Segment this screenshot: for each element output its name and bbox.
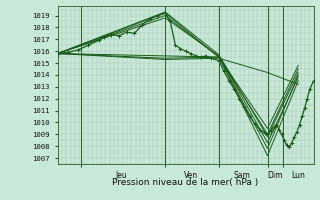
Text: Sam: Sam	[234, 171, 250, 180]
Text: Dim: Dim	[268, 171, 283, 180]
Text: Ven: Ven	[184, 171, 198, 180]
Text: Lun: Lun	[291, 171, 305, 180]
X-axis label: Pression niveau de la mer( hPa ): Pression niveau de la mer( hPa )	[112, 178, 259, 187]
Text: Jeu: Jeu	[116, 171, 127, 180]
